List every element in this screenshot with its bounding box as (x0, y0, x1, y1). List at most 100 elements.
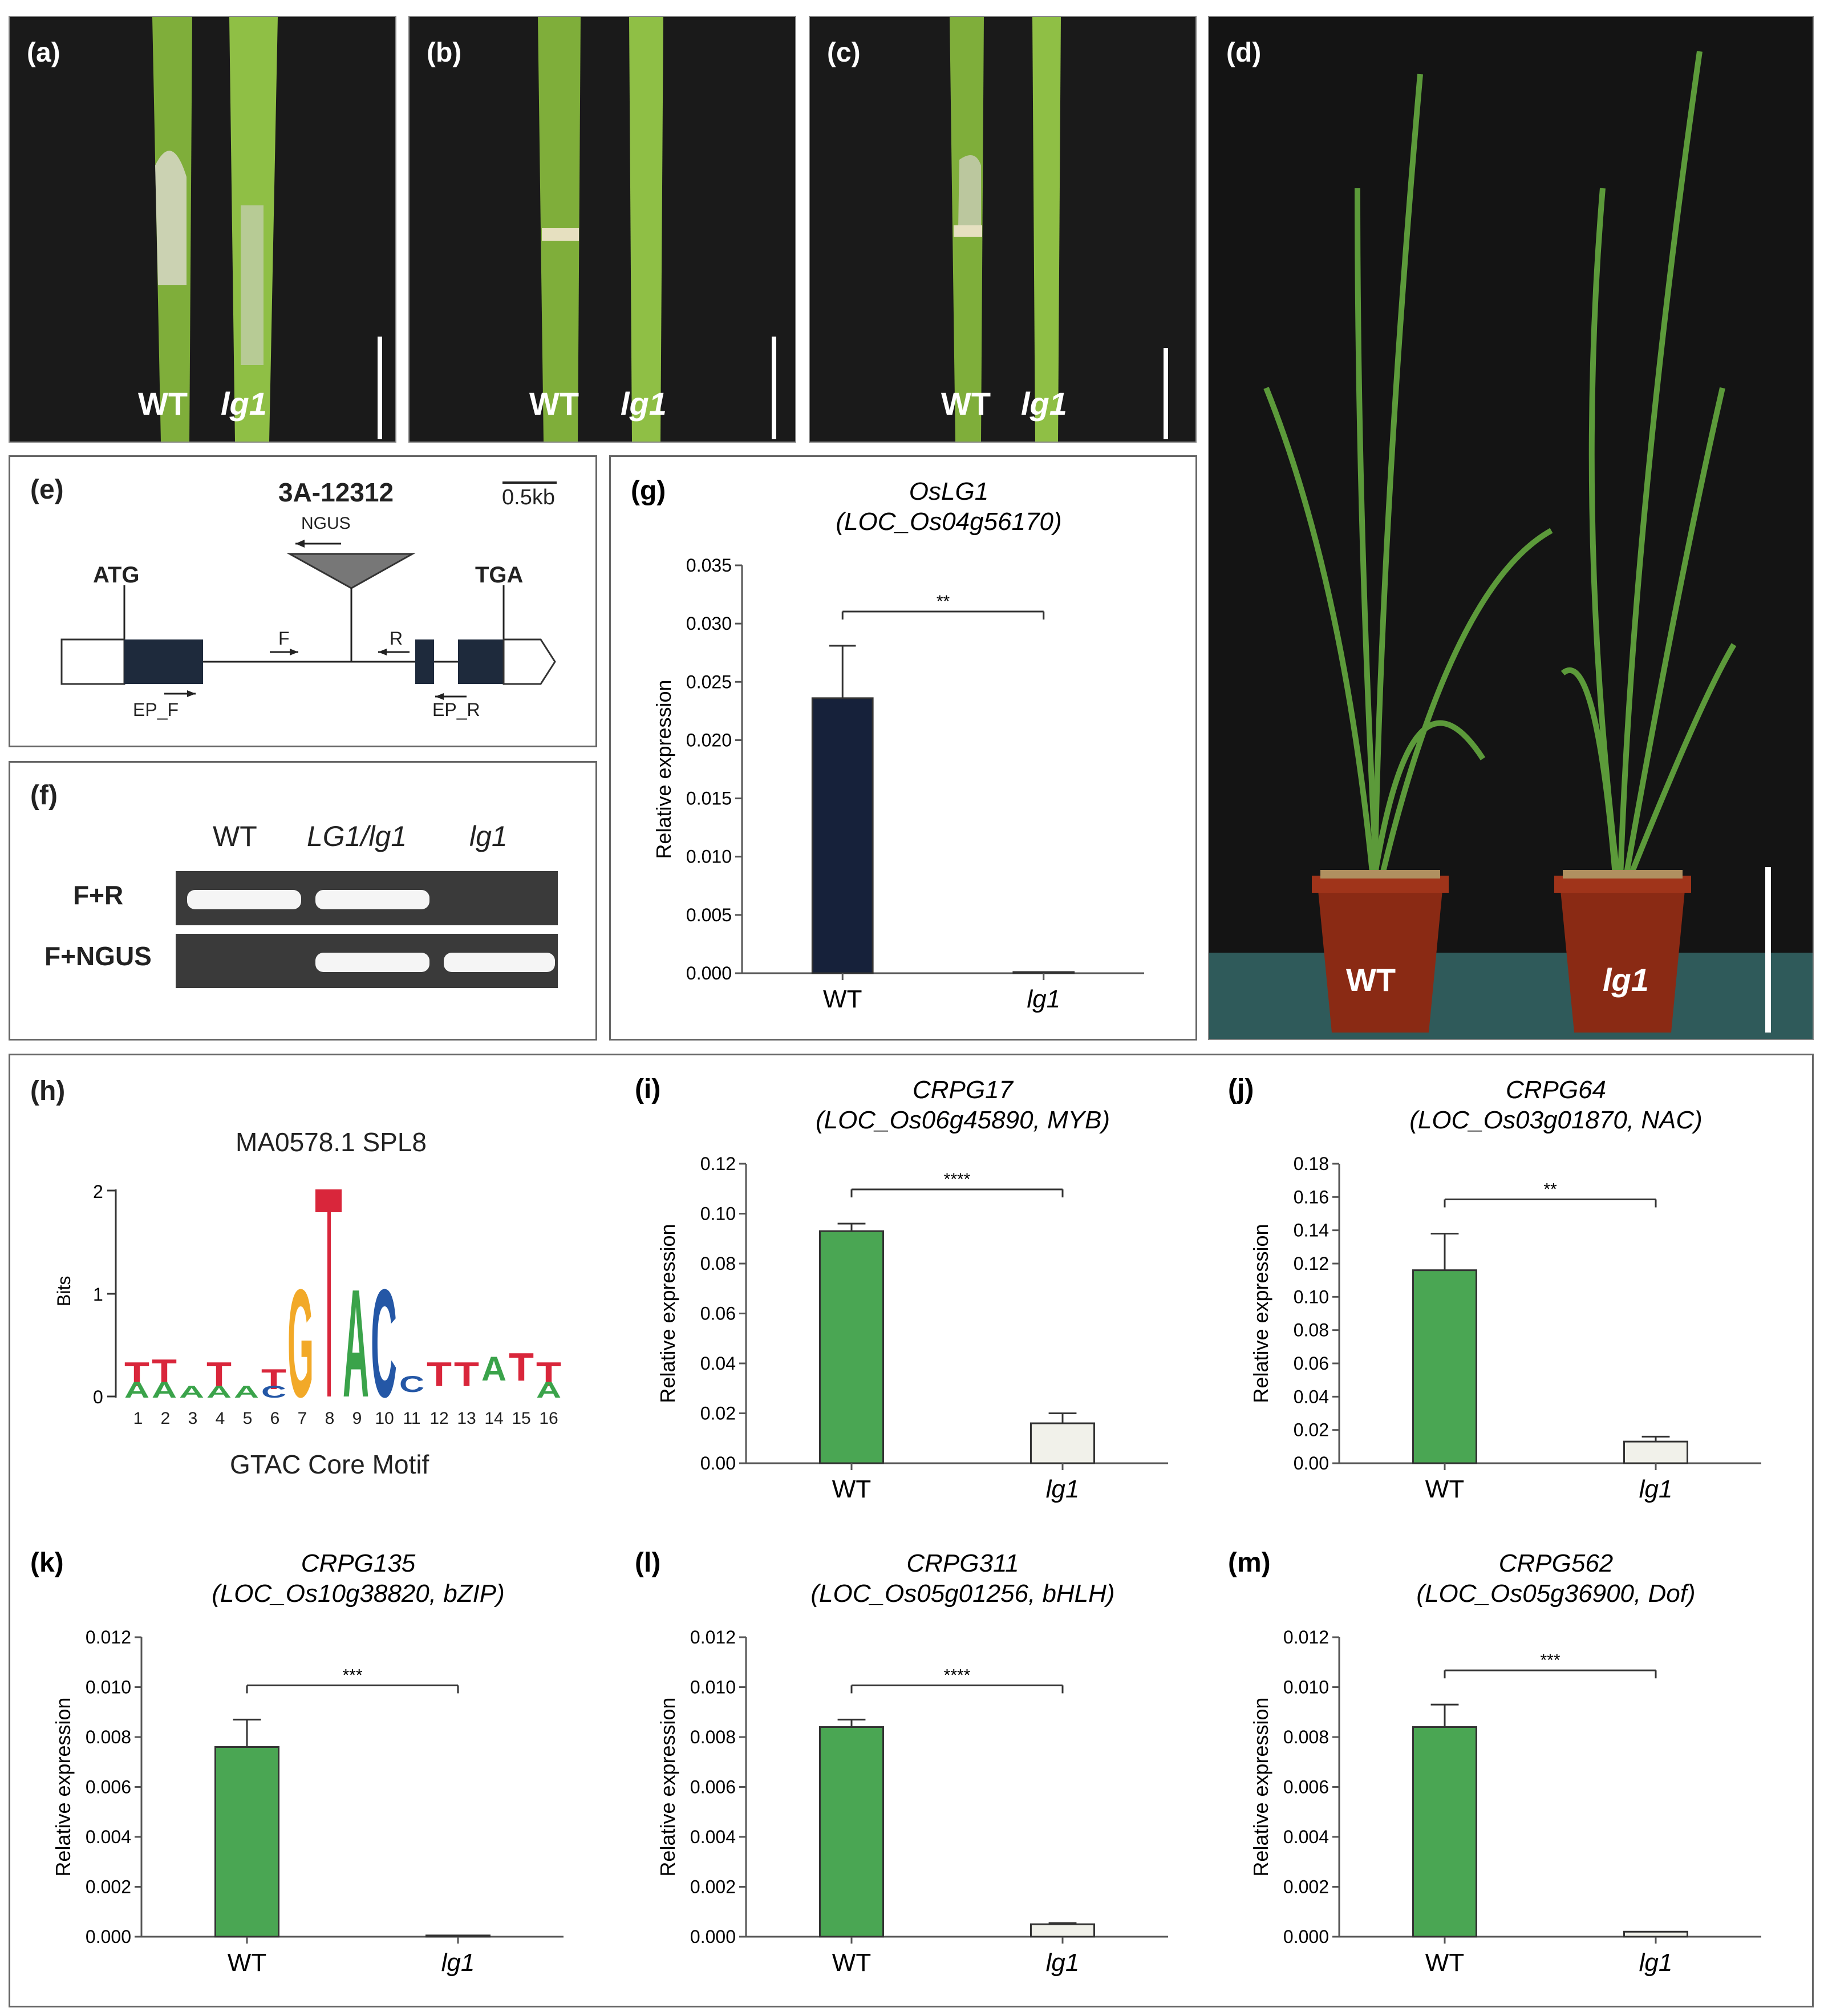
y-tick-label: 0.030 (686, 613, 732, 634)
logo-letter-a: A (343, 1258, 369, 1430)
logo-pos: 16 (539, 1409, 558, 1428)
bar (1623, 1930, 1688, 1938)
y-tick-label: 0.16 (1294, 1187, 1329, 1207)
bar (1623, 1440, 1688, 1464)
bar (1030, 1422, 1095, 1464)
construct-title: 3A-12312 (278, 477, 394, 507)
y-axis-label: Relative expression (1249, 1224, 1272, 1403)
y-axis-label: Relative expression (1249, 1697, 1272, 1876)
y-tick-label: 0.000 (86, 1926, 131, 1947)
x-tick-label: lg1 (1639, 1475, 1673, 1503)
bar-chart-i: (i) CRPG17(LOC_Os06g45890, MYB) 0.00 0.02 0.… (635, 1074, 1168, 1503)
y-tick-label: 0.012 (86, 1627, 131, 1647)
svg-text:A: A (234, 1383, 259, 1402)
bar (1412, 1269, 1477, 1464)
gel-lane-mut: lg1 (469, 820, 508, 852)
svg-text:A: A (124, 1378, 149, 1403)
scale-bar-label: 0.5kb (502, 485, 555, 509)
svg-text:T: T (124, 1355, 149, 1394)
bar-chart-j: (j) CRPG64(LOC_Os03g01870, NAC) 0.00 0.02 0.… (1228, 1074, 1761, 1503)
x-tick-label: lg1 (441, 1949, 475, 1977)
wt-label-c: WT (941, 386, 991, 422)
x-tick-label: WT (1425, 1475, 1464, 1503)
y-tick-label: 0.004 (86, 1827, 131, 1847)
y-tick-label: 0.010 (686, 847, 732, 867)
y-tick-label: 0.08 (700, 1253, 736, 1274)
panel-label-a: (a) (27, 38, 60, 68)
logo-ytick-2: 2 (93, 1181, 103, 1202)
y-tick-label: 0.06 (700, 1303, 736, 1324)
y-tick-label: 0.012 (1283, 1627, 1329, 1647)
panel-label: (k) (30, 1548, 64, 1578)
y-tick-label: 0.004 (1283, 1827, 1329, 1847)
ngus-label: NGUS (301, 514, 351, 533)
logo-pos: 9 (352, 1409, 362, 1428)
x-tick-label: WT (832, 1475, 871, 1503)
motif-caption: GTAC Core Motif (230, 1450, 429, 1479)
y-tick-label: 0.000 (1283, 1926, 1329, 1947)
logo-small-letters: T A T A A T A A T C C T T A T T A (124, 1345, 561, 1403)
wt-label-b: WT (529, 386, 579, 422)
x-tick-label: lg1 (1046, 1475, 1080, 1503)
bar-chart-m: (m) CRPG562 (LOC_Os05g36900, Dof) 0.000 0.00… (1228, 1548, 1761, 1977)
y-tick-label: 0.006 (690, 1777, 736, 1798)
svg-text:C: C (399, 1372, 424, 1397)
y-tick-label: 0.002 (86, 1877, 131, 1897)
chart-subtitle: (LOC_Os05g01256, bHLH) (810, 1580, 1114, 1608)
y-tick-label: 0.06 (1294, 1353, 1329, 1374)
y-tick-label: 0.010 (1283, 1677, 1329, 1698)
x-tick-label: WT (1425, 1949, 1464, 1977)
x-tick-label: lg1 (1046, 1949, 1080, 1977)
svg-text:T: T (536, 1355, 561, 1394)
panel-label-b: (b) (427, 38, 462, 68)
primer-r-label: R (390, 628, 403, 649)
logo-pos: 6 (270, 1409, 280, 1428)
bar (1412, 1726, 1477, 1938)
logo-pos: 13 (457, 1409, 476, 1428)
logo-ylabel: Bits (54, 1276, 74, 1306)
chart-title: CRPG562 (1499, 1549, 1614, 1577)
primer-f-label: F (278, 628, 290, 649)
gel-image (176, 871, 558, 988)
bar (819, 1726, 884, 1938)
y-axis-label: Relative expression (51, 1697, 75, 1876)
logo-letter-g: G (287, 1258, 314, 1430)
x-tick-label: WT (823, 985, 862, 1013)
sig-label: **** (944, 1170, 971, 1189)
atg-label: ATG (93, 562, 140, 588)
logo-pos: 11 (403, 1409, 421, 1428)
gene-structure (60, 481, 557, 700)
gel-row-fr: F+R (73, 880, 124, 910)
stem-photo-c (810, 17, 1195, 442)
y-tick-label: 0.12 (1294, 1253, 1329, 1274)
bar-chart-g: (g) OsLG1 (LOC_Os04g56170) 0.000 0.005 0.010 0… (631, 476, 1144, 1013)
stem-photo-b (410, 17, 795, 442)
svg-text:A: A (481, 1350, 506, 1388)
svg-text:T: T (152, 1353, 177, 1391)
logo-pos: 14 (484, 1409, 504, 1428)
sig-label: *** (342, 1666, 362, 1685)
y-tick-label: 0.006 (1283, 1777, 1329, 1798)
logo-pos: 10 (375, 1409, 394, 1428)
logo-pos: 3 (188, 1409, 198, 1428)
gel-lane-het: LG1/lg1 (307, 820, 407, 852)
wt-label-a: WT (138, 386, 188, 422)
logo-ytick-0: 0 (93, 1387, 103, 1407)
y-axis-label: Relative expression (656, 1697, 679, 1876)
y-tick-label: 0.010 (690, 1677, 736, 1698)
photo-panel-b: (b) WT lg1 (408, 16, 796, 443)
y-tick-label: 0.02 (1294, 1420, 1329, 1440)
panel-label-f: (f) (30, 780, 58, 811)
chart-subtitle: (LOC_Os04g56170) (836, 508, 1061, 536)
mut-label-a: lg1 (221, 386, 267, 422)
mut-label-b: lg1 (621, 386, 667, 422)
y-tick-label: 0.004 (690, 1827, 736, 1847)
y-tick-label: 0.10 (700, 1204, 736, 1224)
motif-panel-h: (h) MA0578.1 SPL8 Bits 2 1 0 G A C T A T… (10, 1055, 615, 1512)
chart-title: CRPG311 (906, 1549, 1019, 1577)
chart-title: CRPG64 (1506, 1076, 1606, 1104)
sig-label: ** (1543, 1180, 1557, 1199)
bar (819, 1230, 884, 1464)
photo-panel-c: (c) WT lg1 (809, 16, 1197, 443)
mut-label-c: lg1 (1021, 386, 1067, 422)
